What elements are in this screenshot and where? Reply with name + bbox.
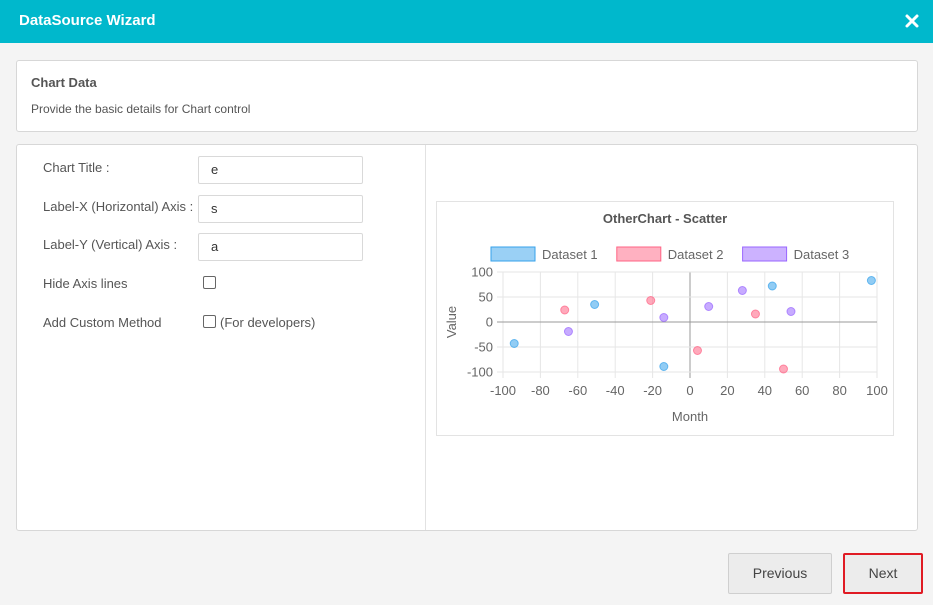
legend-swatch [490,246,536,262]
next-button[interactable]: Next [843,553,923,594]
legend-label: Dataset 1 [542,247,598,262]
data-point [590,300,600,309]
data-point [563,327,573,336]
header-panel: Chart Data Provide the basic details for… [16,60,918,132]
custom-method-note: (For developers) [220,315,316,330]
x-tick-label: 0 [686,383,693,398]
x-tick-label: 80 [832,383,846,398]
label-y-input[interactable]: a [198,233,363,261]
window-title: DataSource Wizard [19,12,156,29]
x-tick-label: -100 [490,383,516,398]
data-point [704,302,714,311]
scatter-chart: OtherChart - Scatter Dataset 1 Dataset 2 Da… [444,211,888,424]
x-tick-label: 60 [795,383,809,398]
data-point [659,313,669,322]
x-tick-label: -60 [568,383,587,398]
title-bar: DataSource Wizard [0,0,933,43]
chart-title-input[interactable]: e [198,156,363,184]
legend-swatch [616,246,662,262]
custom-method-label: Add Custom Method [43,315,162,330]
data-point [560,305,570,315]
y-axis-title: Value [444,306,459,338]
data-point [509,339,519,348]
y-tick-label: 100 [471,265,493,280]
data-point [659,362,669,371]
y-tick-label: -100 [467,365,493,380]
y-tick-label: 50 [479,290,493,305]
custom-method-checkbox[interactable] [203,315,216,328]
y-tick-label: -50 [474,340,493,355]
hide-axis-checkbox[interactable] [203,276,216,289]
label-x-input[interactable]: s [198,195,363,223]
x-tick-label: 20 [720,383,734,398]
data-point [737,286,747,295]
chart-preview: OtherChart - Scatter Dataset 1 Dataset 2 Da… [436,201,894,436]
main-panel: Chart Title : e Label-X (Horizontal) Axi… [16,144,918,531]
hide-axis-label: Hide Axis lines [43,276,128,291]
data-point [767,281,777,291]
data-point [779,364,788,374]
y-tick-label: 0 [486,315,493,330]
x-axis-title: Month [672,409,708,424]
label-y-label: Label-Y (Vertical) Axis : [43,237,178,252]
x-tick-label: -80 [531,383,550,398]
x-tick-label: -20 [643,383,662,398]
column-divider [425,145,426,530]
chart-title-label: Chart Title : [43,160,110,175]
data-point [646,296,656,305]
chart-title: OtherChart - Scatter [603,211,727,226]
section-title: Chart Data [31,75,97,90]
legend-swatch [742,246,788,262]
close-icon[interactable] [903,12,921,30]
x-tick-label: 40 [758,383,772,398]
legend-label: Dataset 2 [668,247,724,262]
x-tick-label: 100 [866,383,888,398]
previous-button[interactable]: Previous [728,553,832,594]
legend-label: Dataset 3 [794,247,850,262]
section-subtitle: Provide the basic details for Chart cont… [31,102,251,116]
x-tick-label: -40 [606,383,625,398]
data-point [866,276,876,285]
label-x-label: Label-X (Horizontal) Axis : [43,199,194,214]
data-point [786,307,796,316]
data-point [750,309,760,319]
data-point [692,346,702,355]
